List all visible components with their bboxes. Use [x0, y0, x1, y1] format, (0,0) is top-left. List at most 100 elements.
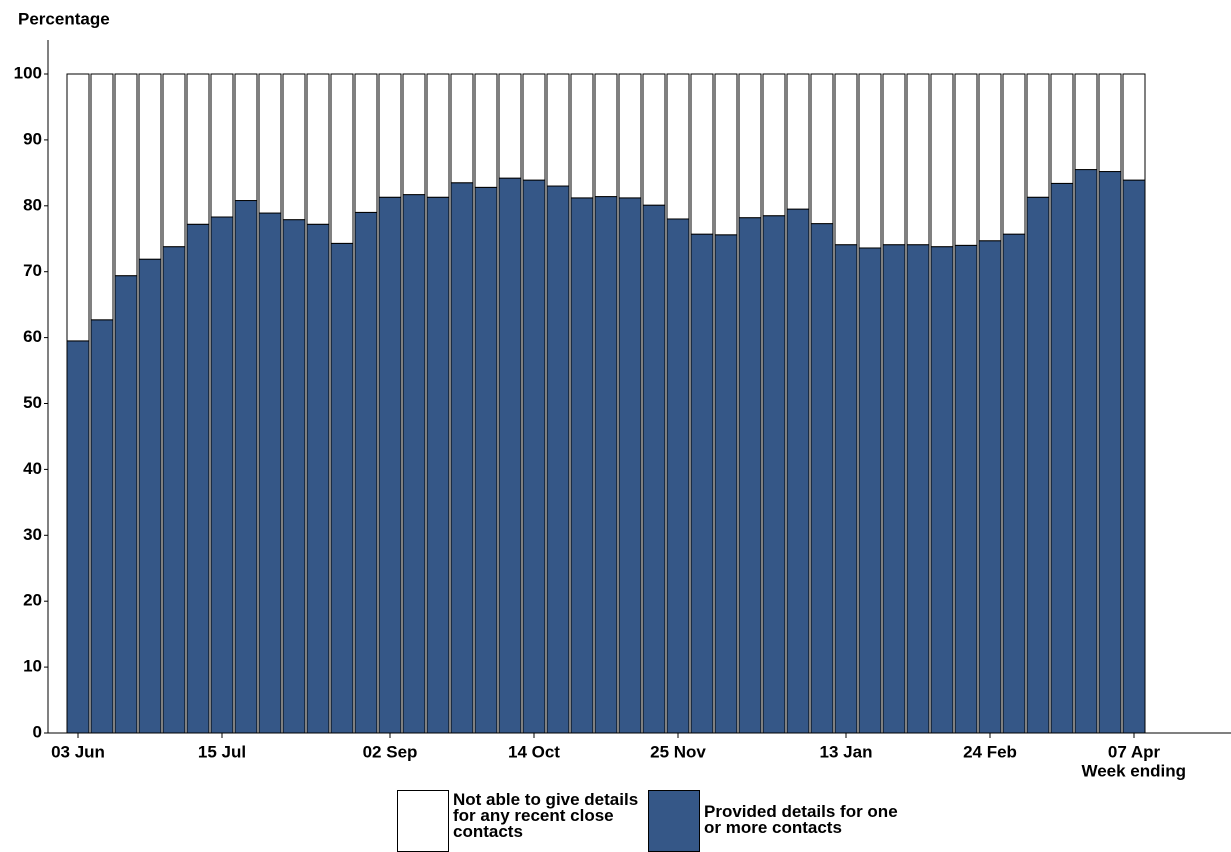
bar-segment: [1026, 196, 1050, 734]
x-tick-label: 25 Nov: [650, 742, 706, 761]
y-tick-label: 80: [23, 195, 42, 214]
bar-segment: [498, 177, 522, 734]
bar-segment: [426, 73, 450, 198]
bar-segment: [258, 212, 282, 734]
bar-segment: [1050, 182, 1074, 734]
bar-segment: [138, 73, 162, 260]
bar-segment: [810, 73, 834, 225]
bar-segment: [666, 73, 690, 220]
x-tick-label: 07 Apr: [1108, 742, 1161, 761]
bar-segment: [642, 204, 666, 734]
bar-segment: [90, 73, 114, 321]
bar-segment: [546, 73, 570, 187]
y-tick-label: 90: [23, 129, 42, 148]
bar-segment: [402, 73, 426, 196]
bar-segment: [1002, 233, 1026, 734]
bar-segment: [1074, 73, 1098, 171]
bar-segment: [906, 73, 930, 246]
y-tick-label: 70: [23, 261, 42, 280]
bar-segment: [594, 73, 618, 198]
bar-segment: [210, 73, 234, 218]
bar-segment: [210, 216, 234, 734]
bar-segment: [738, 217, 762, 734]
legend-label: Provided details for one or more contact…: [704, 802, 898, 837]
bar-segment: [306, 73, 330, 225]
bar-segment: [378, 196, 402, 734]
bar-segment: [114, 73, 138, 277]
y-tick-label: 40: [23, 459, 42, 478]
bar-segment: [186, 223, 210, 734]
bar-segment: [618, 73, 642, 199]
bar-segment: [714, 234, 738, 734]
bar-segment: [954, 244, 978, 734]
bar-segment: [570, 197, 594, 734]
y-axis-label: Percentage: [18, 9, 110, 28]
bar-segment: [1074, 169, 1098, 734]
bar-segment: [426, 196, 450, 734]
bar-segment: [522, 179, 546, 734]
bar-segment: [978, 240, 1002, 734]
bar-segment: [762, 73, 786, 217]
bar-segment: [306, 223, 330, 734]
bar-segment: [1122, 179, 1146, 734]
bar-segment: [450, 182, 474, 734]
bar-segment: [1098, 73, 1122, 173]
bar-segment: [786, 208, 810, 734]
legend-item: Provided details for one or more contact…: [648, 790, 900, 852]
legend-item: Not able to give details for any recent …: [397, 790, 649, 852]
bar-segment: [234, 73, 258, 202]
x-tick-label: 02 Sep: [363, 742, 418, 761]
legend-label: Not able to give details for any recent …: [453, 790, 639, 841]
bar-segment: [786, 73, 810, 210]
bar-segment: [690, 233, 714, 734]
bar-segment: [162, 246, 186, 734]
bar-segment: [450, 73, 474, 184]
legend-swatch: [648, 790, 700, 852]
bar-segment: [666, 218, 690, 734]
bar-segment: [690, 73, 714, 235]
bar-segment: [546, 185, 570, 734]
bar-segment: [882, 244, 906, 734]
bar-segment: [882, 73, 906, 246]
legend-swatch: [397, 790, 449, 852]
bar-segment: [1122, 73, 1146, 181]
bar-segment: [834, 244, 858, 734]
bar-segment: [282, 73, 306, 221]
bar-segment: [954, 73, 978, 246]
x-axis-label: Week ending: [1081, 761, 1186, 780]
bar-segment: [834, 73, 858, 246]
bar-segment: [402, 194, 426, 734]
bar-segment: [906, 244, 930, 734]
bar-segment: [762, 215, 786, 734]
bar-segment: [498, 73, 522, 179]
bar-segment: [1050, 73, 1074, 184]
bar-segment: [330, 242, 354, 734]
bar-segment: [258, 73, 282, 214]
y-tick-label: 60: [23, 327, 42, 346]
y-tick-label: 100: [14, 63, 42, 82]
x-tick-label: 14 Oct: [508, 742, 560, 761]
bar-segment: [378, 73, 402, 198]
bar-segment: [330, 73, 354, 244]
bar-segment: [282, 219, 306, 734]
x-tick-label: 13 Jan: [820, 742, 873, 761]
bar-segment: [162, 73, 186, 248]
y-tick-label: 20: [23, 591, 42, 610]
bar-segment: [90, 319, 114, 734]
bar-segment: [570, 73, 594, 199]
bar-segment: [858, 73, 882, 249]
y-tick-label: 50: [23, 393, 42, 412]
y-tick-label: 0: [33, 722, 42, 741]
bar-segment: [858, 247, 882, 734]
bar-segment: [354, 73, 378, 213]
bar-segment: [810, 223, 834, 734]
bar-segment: [138, 258, 162, 734]
bar-segment: [642, 73, 666, 206]
bar-segment: [714, 73, 738, 236]
bar-segment: [594, 196, 618, 734]
x-tick-label: 15 Jul: [198, 742, 246, 761]
bar-segment: [930, 73, 954, 248]
x-tick-label: 03 Jun: [51, 742, 105, 761]
